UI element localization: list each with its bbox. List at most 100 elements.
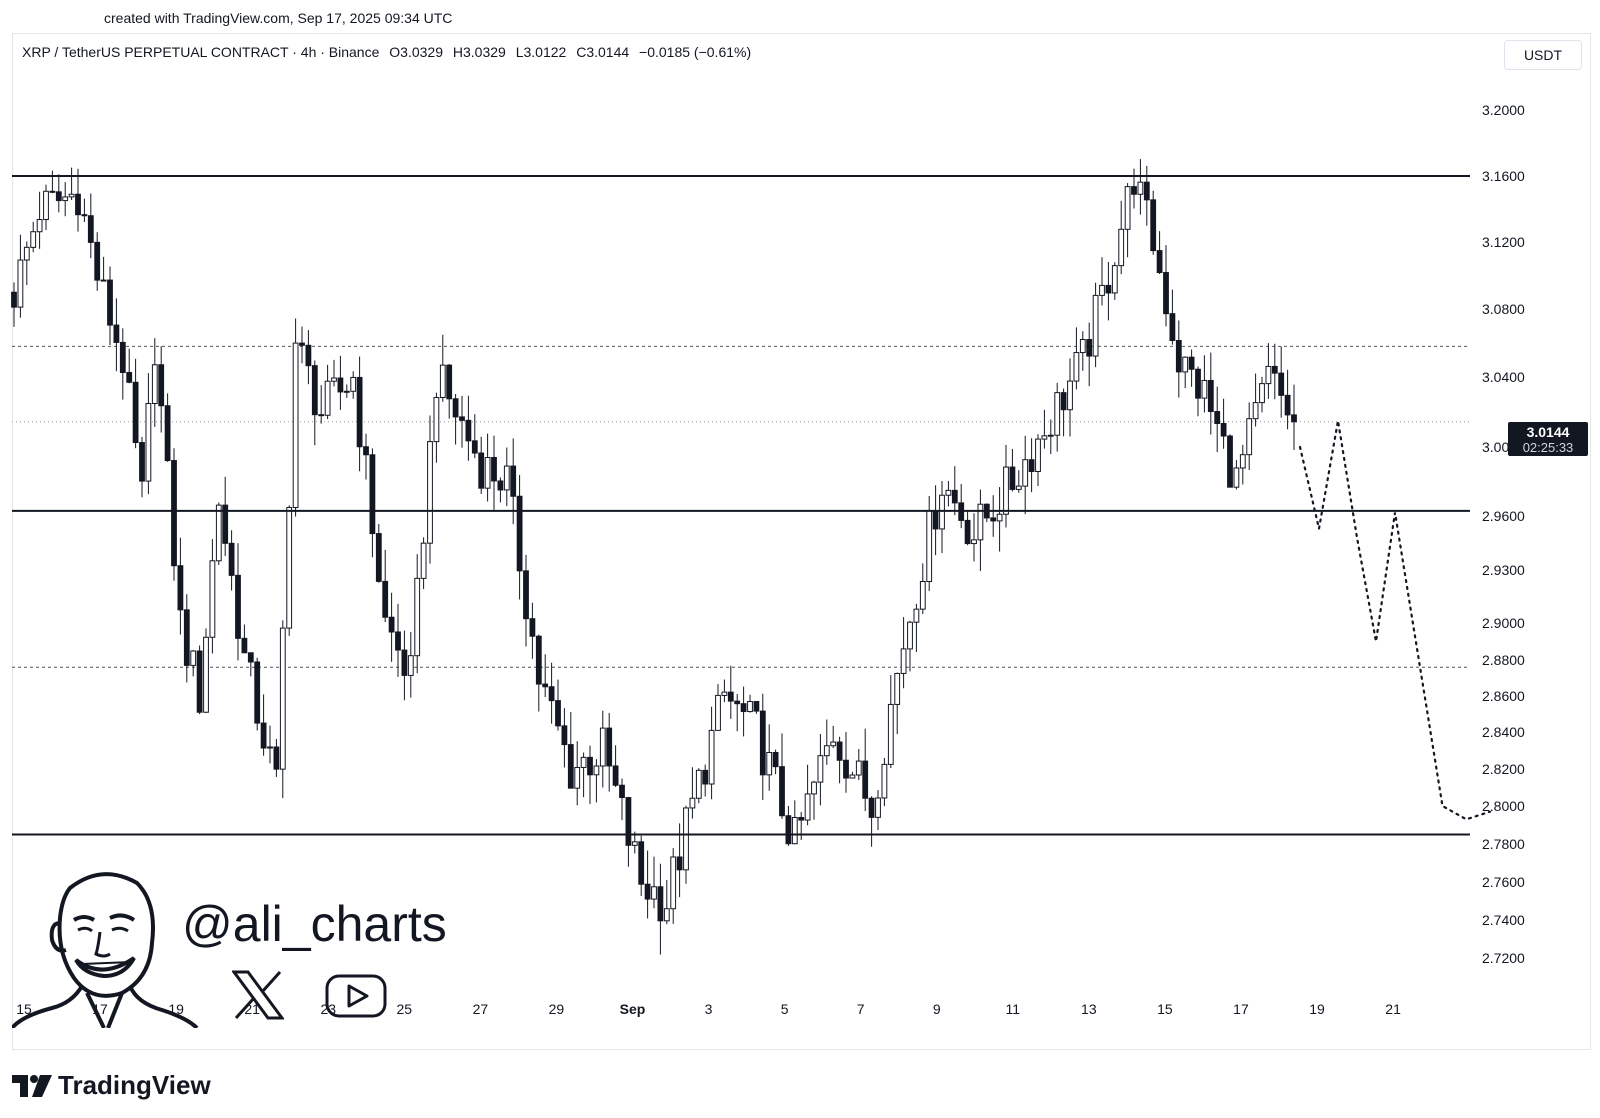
candle-up xyxy=(663,908,670,922)
candle-up xyxy=(17,259,24,308)
candle-up xyxy=(23,246,30,261)
candle-down xyxy=(1169,313,1176,341)
candle-up xyxy=(100,279,107,282)
candle-down xyxy=(964,519,971,545)
candle-down xyxy=(49,190,56,193)
candle-down xyxy=(1227,435,1233,488)
candle-down xyxy=(1009,466,1016,490)
candle-down xyxy=(446,364,453,400)
candle-up xyxy=(1124,186,1131,230)
candle-up xyxy=(791,816,798,845)
candle-down xyxy=(11,291,17,308)
candle-up xyxy=(894,672,901,705)
candle-down xyxy=(1143,181,1150,201)
candle-up xyxy=(849,774,856,779)
x-tick-label: 25 xyxy=(397,1001,413,1017)
candle-down xyxy=(868,797,875,818)
tradingview-logo-text: TradingView xyxy=(58,1070,211,1100)
candle-down xyxy=(619,784,625,799)
candle-up xyxy=(30,231,37,248)
candle-up xyxy=(721,691,728,696)
candle-down xyxy=(222,504,229,544)
candle-down xyxy=(567,744,574,789)
tradingview-logo[interactable]: TradingView xyxy=(12,1070,211,1101)
y-tick-label: 2.8800 xyxy=(1482,652,1525,668)
x-tick-label: 21 xyxy=(1385,1001,1401,1017)
candle-up xyxy=(996,513,1003,522)
candle-down xyxy=(1060,392,1067,411)
candle-up xyxy=(350,376,357,392)
candle-down xyxy=(587,756,593,776)
candle-down xyxy=(260,722,267,749)
x-tick-label: 13 xyxy=(1081,1001,1097,1017)
candle-up xyxy=(503,465,510,491)
candle-down xyxy=(759,710,766,776)
x-tick-label: 11 xyxy=(1006,1001,1021,1017)
candle-up xyxy=(811,781,817,795)
candle-down xyxy=(529,618,536,637)
x-tick-label: 29 xyxy=(549,1001,565,1017)
candle-down xyxy=(247,652,254,663)
candle-down xyxy=(1271,365,1278,374)
youtube-social-icon[interactable] xyxy=(325,974,387,1018)
candle-down xyxy=(491,457,497,482)
candle-down xyxy=(542,683,549,688)
candle-down xyxy=(87,215,94,243)
candle-down xyxy=(299,342,305,346)
candle-up xyxy=(292,342,299,509)
candle-up xyxy=(599,727,606,767)
candle-down xyxy=(81,214,88,217)
author-avatar xyxy=(12,872,199,1028)
candle-down xyxy=(1131,186,1137,195)
candle-up xyxy=(68,193,75,198)
candle-up xyxy=(823,745,830,757)
x-tick-label: 19 xyxy=(1309,1001,1325,1017)
candle-down xyxy=(606,727,613,767)
candle-down xyxy=(1214,411,1221,425)
candle-down xyxy=(305,344,312,367)
candle-down xyxy=(727,691,734,702)
candle-up xyxy=(1067,380,1073,411)
candle-down xyxy=(785,815,792,845)
author-handle[interactable]: @ali_charts xyxy=(182,896,447,952)
candle-down xyxy=(1150,199,1157,252)
candle-up xyxy=(209,560,216,638)
candle-up xyxy=(1265,365,1272,385)
candle-up xyxy=(190,650,197,666)
currency-unit-button[interactable]: USDT xyxy=(1504,40,1582,70)
candle-down xyxy=(158,364,165,407)
candle-up xyxy=(907,621,913,650)
y-tick-label: 3.0400 xyxy=(1482,369,1525,385)
candle-up xyxy=(36,219,43,233)
candle-up xyxy=(324,380,331,416)
candle-up xyxy=(574,766,581,789)
candle-down xyxy=(395,631,401,651)
candle-down xyxy=(452,398,459,418)
candle-down xyxy=(1220,423,1227,437)
candle-down xyxy=(107,279,113,326)
candle-down xyxy=(337,377,344,393)
candle-up xyxy=(670,856,677,910)
candle-up xyxy=(945,489,952,496)
x-tick-label: 9 xyxy=(933,1001,941,1017)
y-tick-label: 3.2000 xyxy=(1482,102,1525,118)
candle-down xyxy=(55,191,62,202)
candle-up xyxy=(683,807,689,871)
candle-down xyxy=(516,495,523,572)
candle-up xyxy=(804,793,811,821)
symbol-title[interactable]: XRP / TetherUS PERPETUAL CONTRACT · 4h ·… xyxy=(22,44,380,60)
y-tick-label: 2.8200 xyxy=(1482,761,1525,777)
candle-up xyxy=(875,797,881,818)
y-tick-label: 2.9600 xyxy=(1482,508,1525,524)
candle-down xyxy=(951,489,958,504)
x-tick-label: Sep xyxy=(620,1001,646,1017)
candle-up xyxy=(580,756,587,768)
candle-up xyxy=(1079,339,1086,354)
candle-down xyxy=(555,700,561,727)
candle-up xyxy=(215,504,222,562)
x-social-icon[interactable] xyxy=(232,970,284,1020)
candle-up xyxy=(881,763,888,799)
candle-down xyxy=(459,416,465,421)
candle-down xyxy=(465,419,472,442)
